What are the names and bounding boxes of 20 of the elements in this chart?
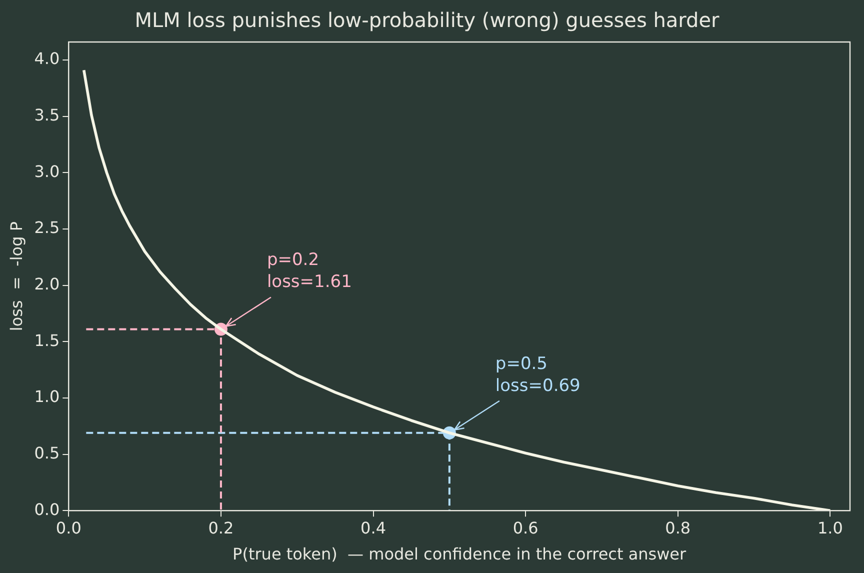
y-tick-label: 2.5 bbox=[34, 218, 60, 238]
x-tick-label: 0.8 bbox=[665, 518, 691, 538]
x-tick-label: 0.6 bbox=[512, 518, 538, 538]
y-tick-label: 4.0 bbox=[34, 49, 60, 68]
chart-title: MLM loss punishes low-probability (wrong) guesses harder bbox=[134, 8, 720, 32]
y-tick-label: 0.0 bbox=[34, 500, 60, 519]
x-axis-title: P(true token) — model confidence in the correct answer bbox=[232, 544, 687, 564]
x-tick-label: 0.4 bbox=[360, 518, 386, 538]
y-tick-label: 1.0 bbox=[34, 387, 60, 406]
annotation: p=0.5 loss=0.69 bbox=[495, 354, 580, 396]
y-tick-label: 3.0 bbox=[34, 162, 60, 181]
y-tick-label: 1.5 bbox=[34, 330, 60, 350]
x-tick-label: 1.0 bbox=[817, 518, 843, 538]
y-tick-label: 0.5 bbox=[34, 443, 60, 462]
y-axis-title: loss = -log P bbox=[6, 221, 26, 332]
x-tick-label: 0.2 bbox=[208, 518, 234, 538]
y-tick-label: 3.5 bbox=[34, 106, 60, 124]
y-tick-label: 2.0 bbox=[34, 274, 60, 294]
x-tick-label: 0.0 bbox=[56, 518, 82, 538]
annotation: p=0.2 loss=1.61 bbox=[266, 250, 352, 292]
